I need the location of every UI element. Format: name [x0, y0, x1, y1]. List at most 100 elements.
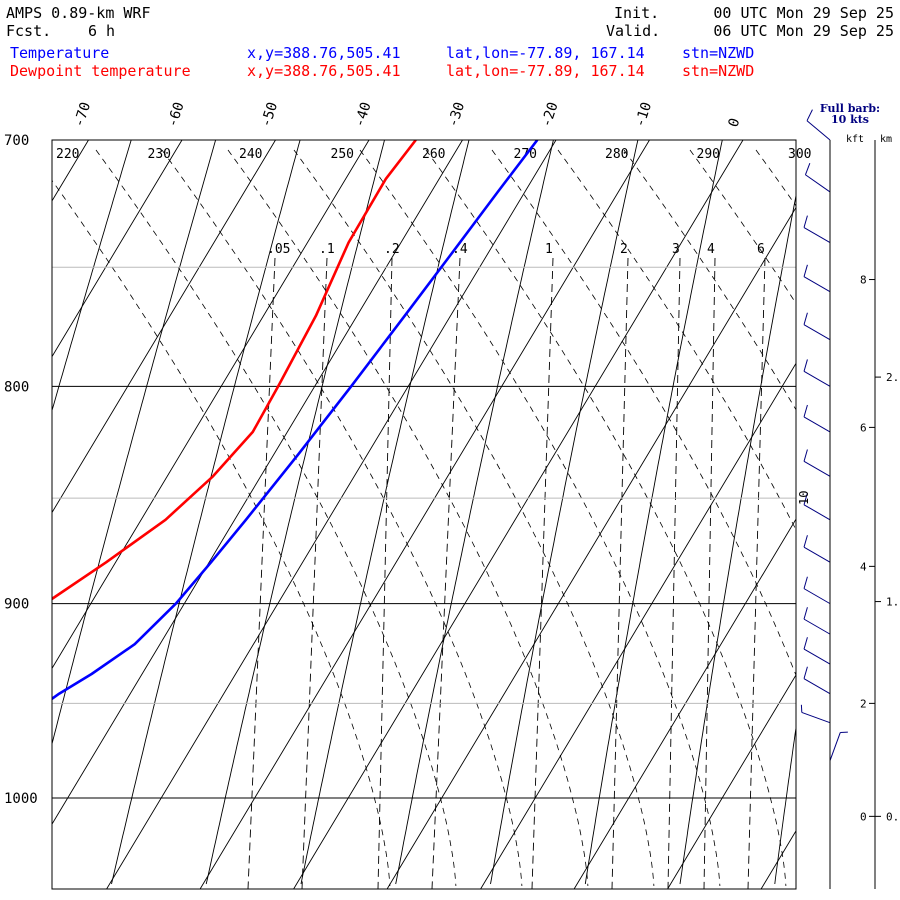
isobar-label: 900: [4, 597, 29, 613]
mixing-ratio-line: [667, 257, 681, 889]
height-label-km: 1.: [886, 596, 899, 609]
dry-adiabat-label: 290: [697, 147, 720, 162]
wind-barb-flag: [803, 404, 808, 418]
height-label-km: 2.: [886, 371, 899, 384]
legend-temperature-latlon: lat,lon=-77.89, 167.14: [446, 44, 645, 62]
wind-barb-flag: [803, 607, 808, 620]
mixing-ratio-label: 1: [545, 242, 553, 257]
height-label-kft: 4: [860, 560, 867, 573]
dry-adiabat-label: 220: [56, 147, 79, 162]
wind-barb-staff: [803, 324, 831, 341]
wind-barb: [804, 163, 831, 193]
model-title: AMPS 0.89-km WRF: [6, 4, 151, 22]
isotherm-line: [199, 140, 650, 889]
isotherm-line: [52, 140, 276, 514]
moist-adiabat-line: [425, 149, 787, 887]
isobar-label: 700: [4, 133, 29, 149]
wind-barb-staff: [803, 588, 831, 605]
moist-adiabat-line: [52, 179, 391, 887]
isotherm-line: [480, 362, 796, 889]
wind-barb-flag: [803, 576, 808, 589]
dry-adiabat-line: [774, 724, 796, 885]
dry-adiabat-line: [300, 140, 470, 885]
init-time: 00 UTC Mon 29 Sep 25: [713, 4, 894, 22]
moist-adiabat-line: [755, 149, 796, 207]
dry-adiabat-label: 260: [422, 147, 445, 162]
mixing-ratio-line: [377, 257, 393, 889]
barb-key-line1: Full barb:: [819, 102, 881, 115]
background-lines: [52, 140, 796, 889]
valid-time: 06 UTC Mon 29 Sep 25: [713, 22, 894, 40]
dry-adiabat-label: 240: [239, 147, 262, 162]
wind-barb: [803, 449, 831, 477]
barb-key: Full barb: 10 kts: [812, 103, 888, 125]
wind-barb: [803, 215, 831, 243]
dry-adiabat-label: 250: [331, 147, 354, 162]
wind-barb: [803, 607, 831, 635]
moist-adiabat-line: [491, 149, 796, 677]
wind-barb-flag: [806, 109, 813, 121]
wind-barb-flag: [803, 264, 808, 277]
isobar-label: 1000: [4, 791, 38, 807]
height-axis-km-header: km: [880, 134, 893, 145]
dry-adiabat-label: 280: [605, 147, 628, 162]
legend-dewpoint-latlon: lat,lon=-77.89, 167.14: [446, 62, 645, 80]
wind-barb-flag: [803, 535, 808, 548]
dry-adiabat-line: [679, 193, 796, 885]
wind-barb: [829, 731, 848, 761]
mixing-ratio-label: .2: [384, 242, 400, 257]
isotherm-line: [760, 829, 796, 889]
isotherm-label: -30: [445, 100, 468, 129]
wind-barb-staff: [801, 711, 831, 724]
wind-barb: [803, 359, 831, 387]
dry-adiabat-label: 230: [148, 147, 171, 162]
isotherm-line: [52, 140, 89, 202]
height-label-kft: 6: [860, 421, 867, 434]
isotherm-line: [667, 674, 796, 889]
height-axis-kft-header: kft: [846, 134, 865, 145]
wind-barb: [803, 535, 831, 563]
wind-barb-staff: [803, 460, 831, 477]
isotherm-line: [52, 140, 463, 826]
valid-label: Valid.: [606, 22, 661, 40]
wind-barb-staff: [806, 120, 831, 141]
dry-adiabat-line: [52, 140, 217, 746]
isobars: [52, 139, 796, 799]
dry-adiabat-label: 300: [788, 147, 811, 162]
mixing-ratio-label: 2: [620, 242, 628, 257]
wind-barb-staff: [803, 504, 831, 521]
legend-dewpoint-xy: x,y=388.76,505.41: [247, 62, 401, 80]
wind-barb-flag: [803, 666, 808, 679]
isotherm-label: 0: [726, 116, 744, 129]
mixing-ratio-line: [703, 257, 716, 889]
legend-temperature-stn: stn=NZWD: [682, 44, 755, 62]
height-axis: 0 2 4 6 8 0. 1. 2.: [829, 140, 899, 889]
legend-dewpoint-stn: stn=NZWD: [682, 62, 755, 80]
isotherm-label: -10: [632, 100, 655, 129]
wind-barb-flag: [803, 637, 808, 650]
mixing-ratio-label: .05: [267, 242, 290, 257]
dry-adiabat-line: [52, 140, 132, 413]
mixing-ratio-line: [747, 257, 766, 889]
height-label-kft: 8: [860, 274, 867, 287]
isotherm-line: [573, 518, 796, 889]
wind-barb-staff: [803, 276, 831, 293]
wind-barb: [803, 264, 831, 293]
fcst-label: Fcst.: [6, 22, 52, 40]
isotherm-line: [52, 140, 183, 358]
wind-barb-staff: [803, 618, 831, 635]
dry-adiabat-line: [395, 140, 554, 885]
temperature-profile: [52, 140, 539, 701]
plot-frame: [51, 139, 797, 890]
moist-adiabat-line: [227, 149, 589, 887]
isobar-label: 800: [4, 379, 29, 395]
wind-barb-staff: [803, 678, 831, 695]
wind-barb-flag: [803, 215, 808, 228]
mixing-ratio-line: [531, 257, 554, 889]
moist-adiabat-line: [359, 149, 721, 887]
legend-temperature-name: Temperature: [10, 44, 110, 62]
moist-adiabat-line: [95, 149, 457, 887]
fcst-hours: 6 h: [88, 22, 116, 40]
height-label-km: 0.: [886, 810, 899, 823]
